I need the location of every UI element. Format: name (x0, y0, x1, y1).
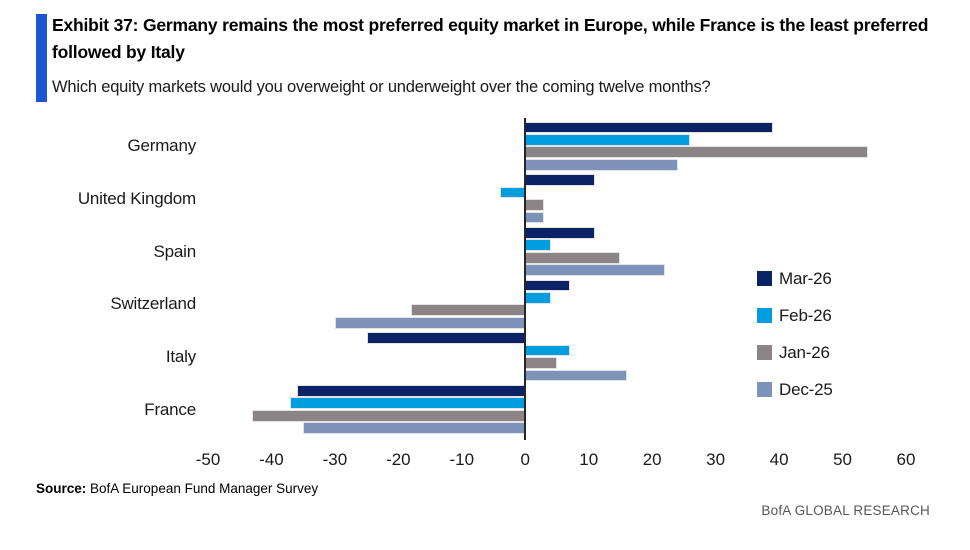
category-label: Italy (165, 347, 196, 366)
bar-mar-26-switzerland (525, 279, 570, 292)
survey-question: Which equity markets would you overweigh… (52, 78, 711, 96)
bar-feb-26-france (290, 397, 526, 410)
bar-mar-26-france (296, 384, 526, 397)
x-tick-label: -20 (386, 450, 411, 469)
legend-label: Feb-26 (779, 305, 832, 325)
source-label: Source: (36, 481, 87, 496)
source-text: BofA European Fund Manager Survey (86, 481, 319, 496)
category-label: United Kingdom (77, 189, 196, 208)
bar-mar-26-united-kingdom (525, 174, 596, 186)
bar-jan-26-germany (525, 146, 868, 159)
bar-dec-25-france (303, 422, 526, 434)
legend: Mar-26 Feb-26 Jan-26 Dec-25 (757, 260, 833, 408)
x-tick-label: 30 (706, 450, 726, 469)
bar-feb-26-switzerland (525, 291, 551, 304)
x-tick-label: 0 (520, 450, 530, 469)
legend-label: Jan-26 (779, 342, 830, 362)
x-tick-label: 50 (833, 450, 852, 469)
source-note: Source: BofA European Fund Manager Surve… (36, 481, 318, 496)
x-tick-label: 60 (896, 450, 916, 469)
bar-dec-25-switzerland (334, 316, 526, 329)
plot-area (208, 118, 906, 440)
legend-item-mar-26: Mar-26 (757, 260, 833, 297)
legend-swatch-icon (757, 345, 772, 360)
bar-jan-26-switzerland (411, 304, 526, 317)
bar-jan-26-spain (525, 251, 621, 264)
bar-jan-26-italy (525, 357, 557, 369)
legend-swatch-icon (757, 382, 772, 397)
exhibit-title: Exhibit 37: Germany remains the most pre… (52, 15, 929, 63)
x-tick-label: -40 (259, 450, 284, 469)
bar-dec-25-spain (525, 264, 665, 276)
legend-swatch-icon (757, 308, 772, 323)
bar-chart: Germany United Kingdom Spain Switzerland Ita… (0, 112, 970, 472)
x-tick-label: 20 (642, 450, 662, 469)
category-label: Switzerland (110, 294, 196, 314)
legend-label: Mar-26 (779, 268, 832, 288)
bar-jan-26-united-kingdom (525, 199, 545, 211)
title-accent-bar (36, 14, 47, 102)
bar-mar-26-spain (525, 226, 596, 239)
legend-item-feb-26: Feb-26 (757, 297, 833, 334)
category-label: France (144, 399, 196, 419)
x-tick-label: -30 (322, 450, 348, 469)
legend-item-dec-25: Dec-25 (757, 371, 833, 408)
x-tick-label: 40 (769, 450, 789, 469)
brand-credit: BofA GLOBAL RESEARCH (761, 503, 930, 518)
x-tick-label: -10 (449, 450, 475, 469)
bar-feb-26-spain (525, 239, 551, 252)
legend-swatch-icon (757, 271, 772, 286)
bar-feb-26-germany (525, 133, 691, 146)
bar-feb-26-united-kingdom (499, 186, 526, 199)
category-label: Spain (153, 241, 197, 261)
legend-label: Dec-25 (779, 379, 833, 399)
bar-dec-25-germany (525, 158, 678, 171)
zero-axis-line (524, 118, 527, 440)
x-tick-label: -50 (195, 450, 221, 469)
bar-dec-25-united-kingdom (525, 211, 545, 224)
x-tick-label: 10 (579, 450, 599, 469)
bar-jan-26-france (252, 409, 526, 422)
bar-dec-25-italy (525, 369, 627, 382)
bar-mar-26-germany (525, 121, 773, 134)
category-label: Germany (127, 136, 196, 156)
bar-mar-26-italy (366, 332, 526, 344)
bar-feb-26-italy (525, 344, 570, 357)
legend-item-jan-26: Jan-26 (757, 334, 833, 371)
